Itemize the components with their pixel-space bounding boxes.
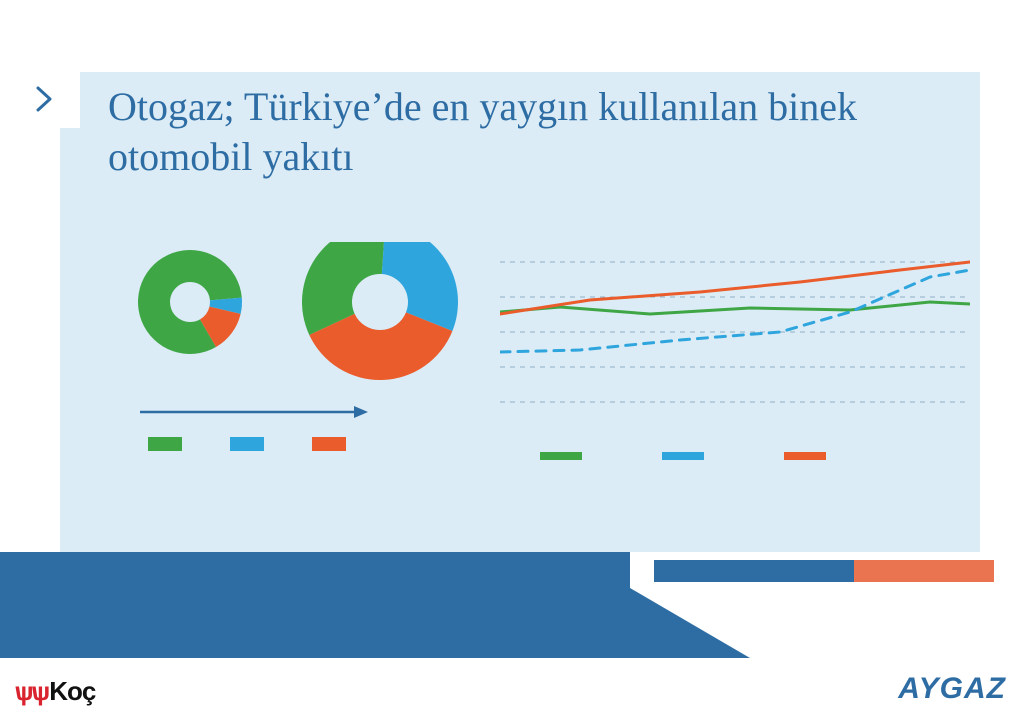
slide: Otogaz; Türkiye’de en yaygın kullanılan … <box>0 0 1024 724</box>
logos: ѱѱ Koç AYGAZ <box>0 672 1024 712</box>
koc-text: Koç <box>49 676 95 707</box>
legend-chip <box>540 452 582 460</box>
koc-knot-icon: ѱѱ <box>14 676 47 707</box>
arrow-right-icon <box>140 402 370 422</box>
legend-chip <box>230 437 264 451</box>
legend-chip <box>312 437 346 451</box>
donut-charts <box>100 242 480 462</box>
legend-chip <box>784 452 826 460</box>
legend-chip <box>148 437 182 451</box>
donut-legend <box>148 437 346 451</box>
chevron-box <box>10 70 80 128</box>
blue-trapezoid <box>0 588 1024 658</box>
blue-band <box>0 552 630 588</box>
donut-arrow <box>140 402 370 422</box>
line-legend <box>540 452 826 460</box>
aygaz-logo: AYGAZ <box>898 672 1006 706</box>
page-title: Otogaz; Türkiye’de en yaygın kullanılan … <box>108 82 980 182</box>
right-bars <box>654 560 994 582</box>
donut-svg <box>100 242 480 462</box>
right-bar-blue <box>654 560 854 582</box>
chevron-right-icon <box>34 84 56 114</box>
line-chart <box>500 252 970 422</box>
right-bar-orange <box>854 560 994 582</box>
koc-logo: ѱѱ Koç <box>14 676 95 707</box>
content-panel: Otogaz; Türkiye’de en yaygın kullanılan … <box>60 72 980 552</box>
legend-chip <box>662 452 704 460</box>
line-svg <box>500 252 970 422</box>
